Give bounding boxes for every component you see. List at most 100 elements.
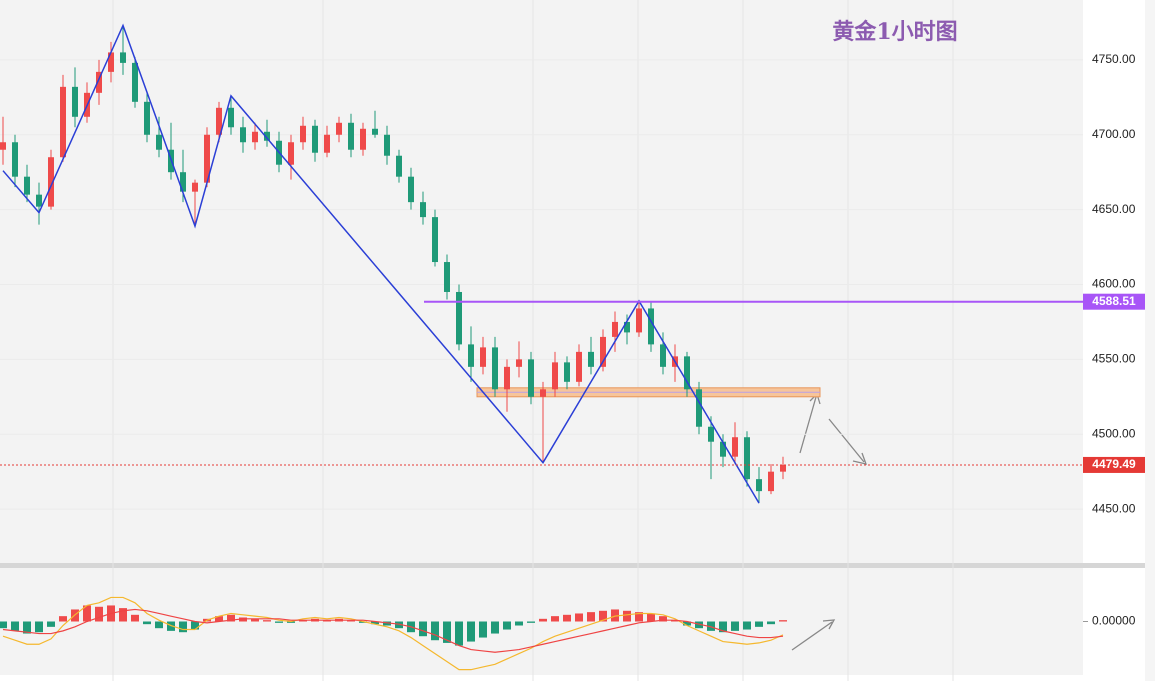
- candle-body: [240, 127, 246, 143]
- macd-bar: [11, 621, 19, 631]
- macd-bar: [455, 621, 463, 646]
- macd-bar: [383, 621, 391, 626]
- macd-bar: [539, 618, 547, 622]
- candle-body: [300, 125, 306, 143]
- macd-line: [2, 608, 784, 653]
- candle-body: [156, 134, 162, 150]
- candle-body: [180, 172, 186, 192]
- macd-bar: [743, 621, 751, 630]
- candle-body: [768, 471, 774, 492]
- macd-bar: [647, 613, 655, 622]
- macd-bar: [467, 621, 475, 642]
- macd-bar: [191, 621, 199, 630]
- macd-bar: [479, 621, 487, 638]
- macd-bar: [719, 621, 727, 633]
- macd-bar: [503, 621, 511, 630]
- macd-bar: [131, 614, 139, 622]
- macd-bar: [23, 621, 31, 634]
- macd-bar: [35, 621, 43, 633]
- price-pane: [0, 0, 1083, 563]
- macd-bar: [779, 620, 787, 622]
- candle-body: [420, 202, 426, 218]
- candle-body: [336, 122, 342, 135]
- candle-body: [696, 389, 702, 427]
- macd-bar: [155, 621, 163, 629]
- candle-body: [540, 389, 546, 397]
- candle-body: [756, 479, 762, 492]
- candle-body: [660, 344, 666, 367]
- candle-body: [384, 134, 390, 156]
- macd-bar: [359, 621, 367, 623]
- macd-bar: [599, 610, 607, 622]
- candle-body: [480, 347, 486, 367]
- candle-body: [612, 321, 618, 337]
- candle-body: [720, 441, 726, 457]
- candle-body: [120, 52, 126, 63]
- candle-body: [516, 359, 522, 367]
- macd-bar: [587, 612, 595, 622]
- macd-bar: [395, 621, 403, 629]
- macd-bar: [431, 621, 439, 641]
- macd-bar: [635, 612, 643, 622]
- candle-body: [228, 107, 234, 128]
- candle-body: [12, 142, 18, 177]
- macd-bar: [239, 617, 247, 622]
- macd-bar: [515, 621, 523, 626]
- candle-body: [96, 71, 102, 93]
- candle-body: [360, 128, 366, 150]
- macd-bar: [371, 621, 379, 625]
- macd-bar: [683, 621, 691, 626]
- macd-bar: [443, 621, 451, 643]
- macd-bar: [179, 621, 187, 633]
- candle-body: [204, 134, 210, 183]
- macd-bar: [623, 610, 631, 622]
- candle-body: [48, 157, 54, 207]
- candle-body: [708, 426, 714, 442]
- y-tick-label: 4550.00: [1092, 352, 1136, 366]
- candle-body: [0, 142, 6, 150]
- chart-title: 黄金1小时图: [832, 19, 957, 45]
- candle-body: [432, 217, 438, 263]
- macd-bar: [227, 614, 235, 622]
- candle-body: [624, 321, 630, 333]
- candle-body: [216, 107, 222, 135]
- candle-body: [780, 464, 786, 472]
- candle-body: [348, 122, 354, 150]
- macd-bar: [767, 621, 775, 625]
- candle-body: [456, 291, 462, 345]
- macd-bar: [551, 616, 559, 622]
- y-tick-label: 4700.00: [1092, 127, 1136, 141]
- macd-line: [2, 596, 784, 671]
- vertical-grid: [112, 0, 954, 681]
- macd-bar: [323, 620, 331, 622]
- macd-bar: [419, 621, 427, 637]
- candle-body: [312, 125, 318, 153]
- y-tick-label: 4500.00: [1092, 426, 1136, 440]
- macd-bar: [731, 621, 739, 631]
- candle-body: [528, 359, 534, 397]
- macd-bar: [59, 616, 67, 622]
- candle-body: [744, 437, 750, 480]
- macd-bar: [707, 621, 715, 631]
- candle-body: [72, 86, 78, 117]
- macd-bar: [659, 616, 667, 622]
- candle-body: [108, 52, 114, 72]
- macd-bar: [575, 613, 583, 622]
- candle-body: [372, 128, 378, 135]
- candle-body: [192, 182, 198, 192]
- pane-separator: [0, 563, 1155, 568]
- candle-body: [732, 437, 738, 457]
- macd-bar: [0, 621, 7, 629]
- candle-body: [132, 62, 138, 102]
- macd-bar: [251, 618, 259, 622]
- candle-body: [504, 366, 510, 390]
- candle-body: [444, 262, 450, 292]
- candle-body: [552, 362, 558, 390]
- candle-body: [636, 308, 642, 333]
- y-tick-label: 4750.00: [1092, 52, 1136, 66]
- y-tick-label: 0.00000: [1092, 614, 1136, 628]
- candle-body: [588, 351, 594, 367]
- y-tick-label: 4450.00: [1092, 501, 1136, 515]
- macd-bar: [119, 608, 127, 622]
